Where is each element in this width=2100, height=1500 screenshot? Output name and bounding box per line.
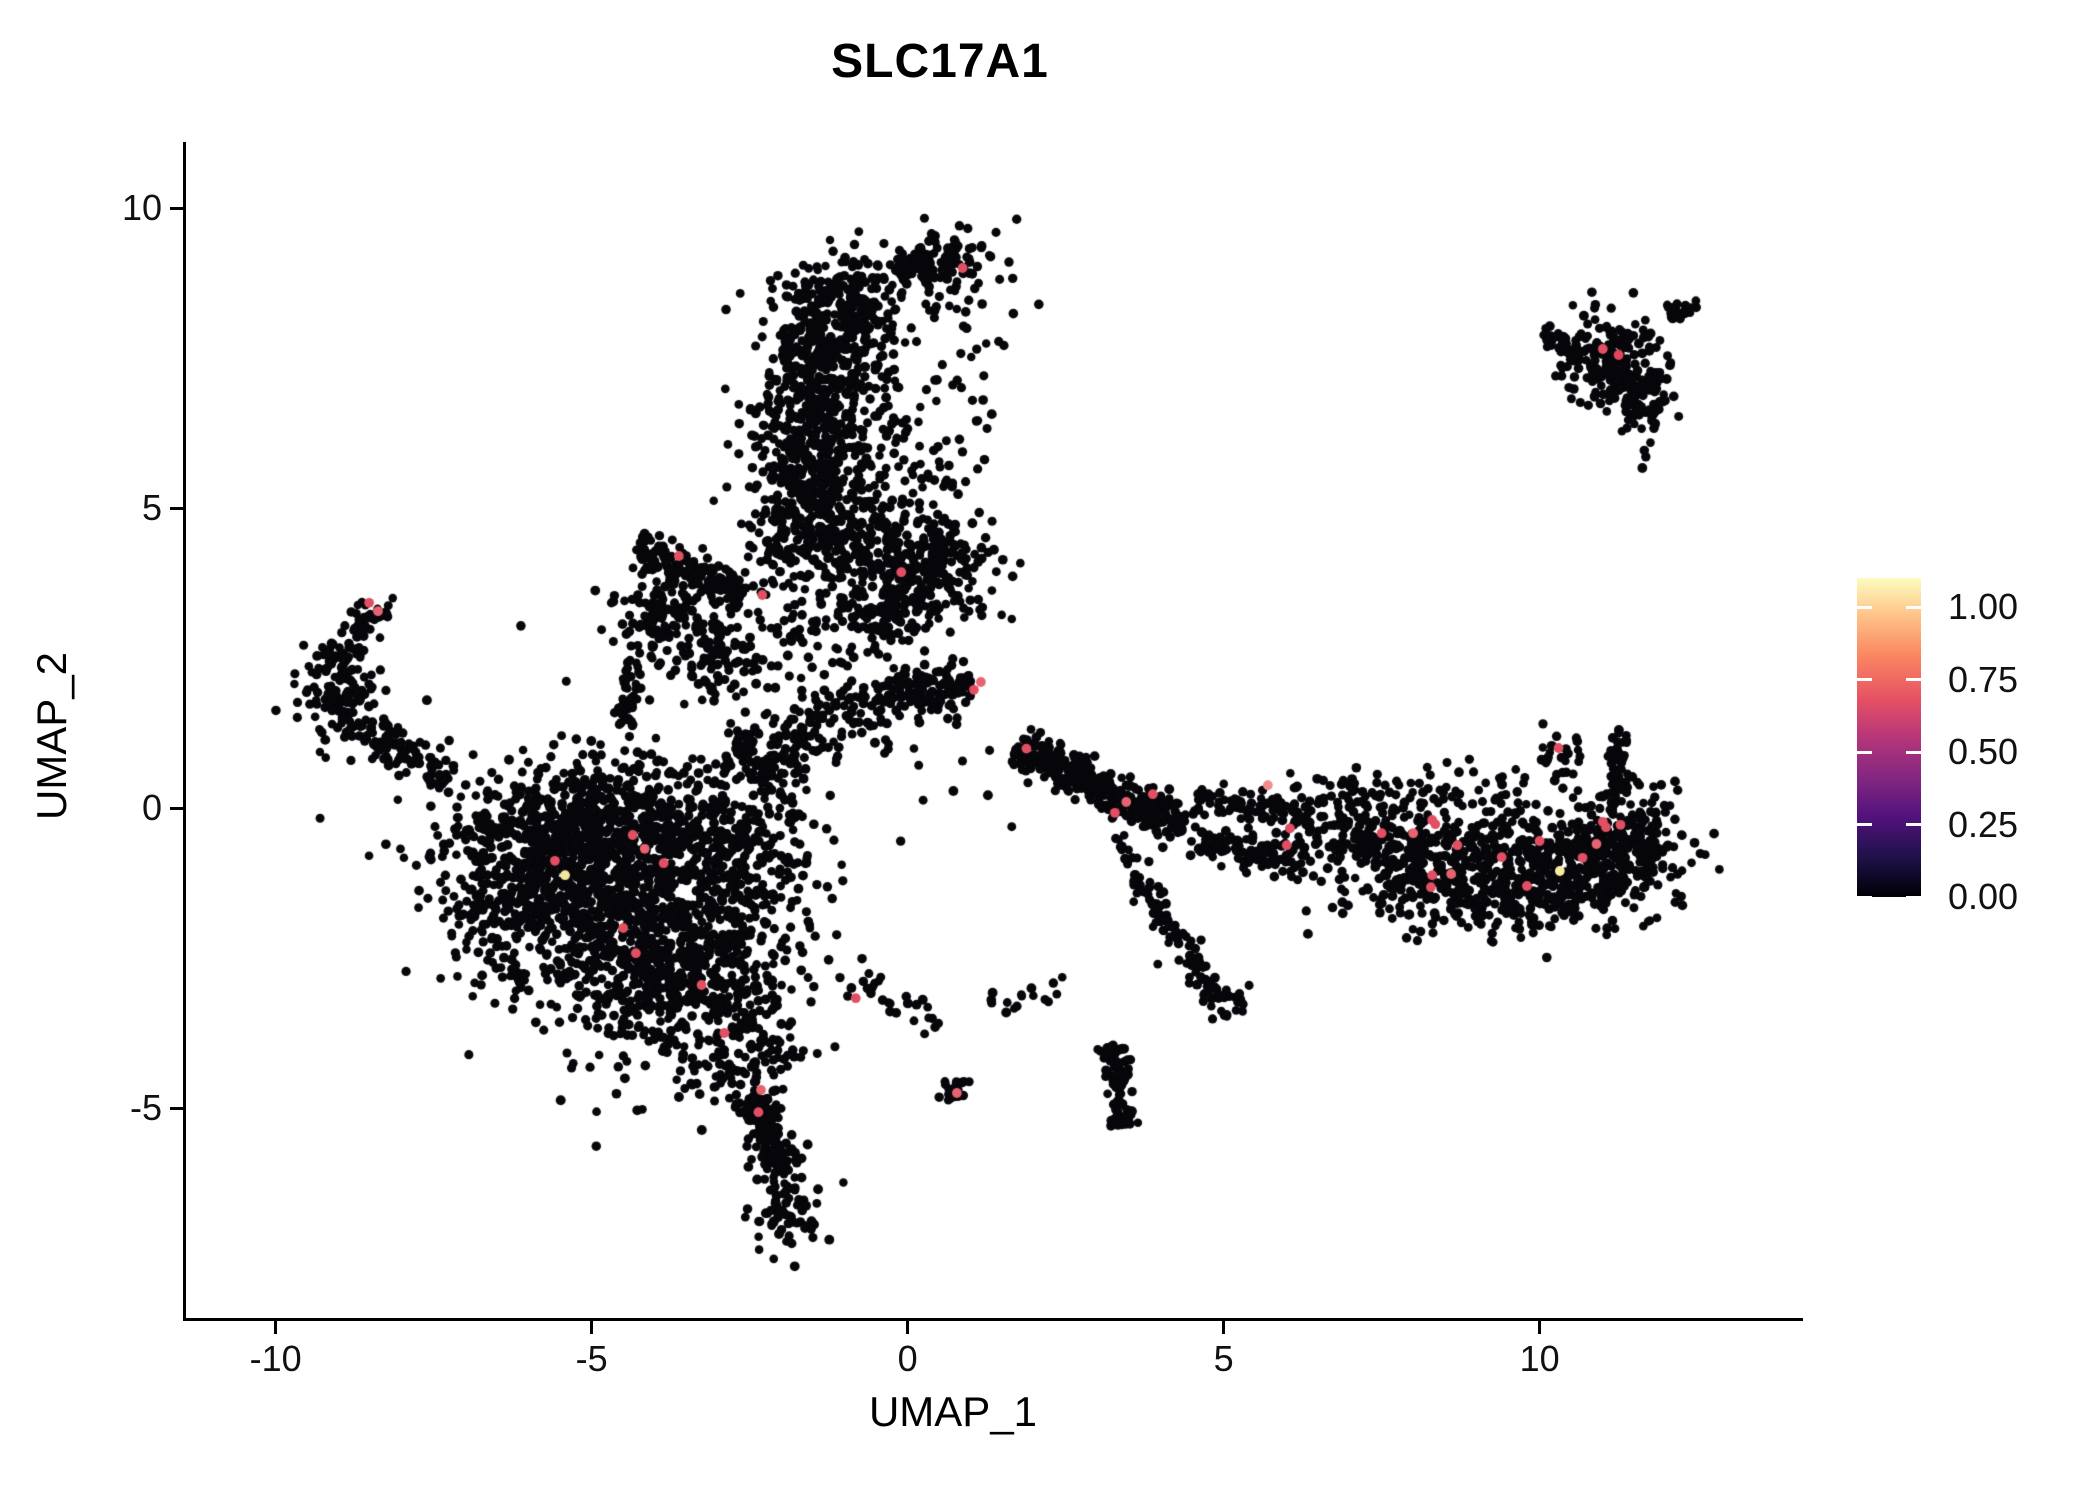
colorbar-tick-mark bbox=[1906, 605, 1921, 609]
colorbar-tick-mark bbox=[1906, 678, 1921, 681]
x-tick-mark bbox=[1222, 1321, 1226, 1334]
colorbar-tick-label: 1.00 bbox=[1948, 586, 2019, 627]
x-tick-label: 10 bbox=[1519, 1338, 1560, 1379]
y-tick-mark bbox=[170, 206, 183, 210]
colorbar-tick-mark bbox=[1857, 750, 1872, 754]
x-tick-label: 0 bbox=[897, 1338, 918, 1379]
y-axis-line bbox=[183, 142, 186, 1320]
x-tick-label: -10 bbox=[249, 1338, 302, 1379]
y-tick-mark bbox=[170, 506, 183, 510]
y-axis-title: UMAP_2 bbox=[28, 651, 75, 821]
x-tick-mark bbox=[1538, 1321, 1542, 1334]
y-tick-label: 10 bbox=[121, 187, 162, 228]
y-tick-label: 5 bbox=[141, 487, 162, 528]
x-tick-label: -5 bbox=[575, 1338, 608, 1379]
colorbar-tick-mark bbox=[1906, 750, 1921, 754]
colorbar-tick-label: 0.50 bbox=[1948, 731, 2019, 772]
colorbar-tick-mark bbox=[1857, 895, 1872, 899]
colorbar-tick-mark bbox=[1857, 605, 1872, 609]
y-tick-label: -5 bbox=[129, 1087, 162, 1128]
colorbar-tick-mark bbox=[1906, 895, 1921, 899]
colorbar-tick-mark bbox=[1906, 823, 1921, 826]
colorbar-tick-mark bbox=[1857, 678, 1872, 681]
y-tick-mark bbox=[170, 1106, 183, 1110]
colorbar-tick-label: 0.75 bbox=[1948, 658, 2019, 700]
x-tick-mark bbox=[906, 1321, 910, 1334]
x-tick-mark bbox=[274, 1321, 278, 1334]
x-tick-mark bbox=[590, 1321, 594, 1334]
colorbar-tick-mark bbox=[1857, 823, 1872, 826]
colorbar-tick-label: 0.25 bbox=[1948, 803, 2019, 845]
expression-colorbar bbox=[1857, 578, 1921, 897]
x-axis-title: UMAP_1 bbox=[868, 1388, 1038, 1435]
x-axis-line bbox=[183, 1318, 1803, 1321]
y-tick-label: 0 bbox=[141, 787, 162, 828]
colorbar-tick-label: 0.00 bbox=[1948, 876, 2019, 917]
x-tick-label: 5 bbox=[1213, 1338, 1234, 1379]
y-tick-mark bbox=[170, 806, 183, 810]
plot-title: SLC17A1 bbox=[831, 35, 1049, 88]
